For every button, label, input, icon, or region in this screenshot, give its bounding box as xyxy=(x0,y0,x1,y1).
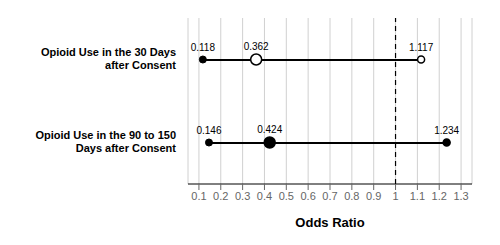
svg-text:0.424: 0.424 xyxy=(257,124,282,135)
svg-text:0.118: 0.118 xyxy=(191,42,216,53)
svg-text:0.3: 0.3 xyxy=(235,190,250,202)
svg-text:1.1: 1.1 xyxy=(410,190,425,202)
svg-text:1.117: 1.117 xyxy=(409,42,434,53)
svg-text:0.7: 0.7 xyxy=(322,190,337,202)
svg-text:Opioid Use in the 30 Daysafter: Opioid Use in the 30 Daysafter Consent xyxy=(41,46,176,71)
svg-text:0.8: 0.8 xyxy=(344,190,359,202)
svg-text:0.1: 0.1 xyxy=(191,190,206,202)
svg-text:0.2: 0.2 xyxy=(213,190,228,202)
svg-text:Opioid Use in the 90 to 150Day: Opioid Use in the 90 to 150Days after Co… xyxy=(35,129,176,154)
svg-text:1: 1 xyxy=(392,190,398,202)
svg-text:1.234: 1.234 xyxy=(434,125,459,136)
svg-text:0.362: 0.362 xyxy=(244,41,269,52)
svg-text:0.5: 0.5 xyxy=(279,190,294,202)
svg-text:0.9: 0.9 xyxy=(366,190,381,202)
svg-text:1.3: 1.3 xyxy=(453,190,468,202)
svg-text:Odds Ratio: Odds Ratio xyxy=(295,215,364,230)
svg-text:0.146: 0.146 xyxy=(196,125,221,136)
svg-text:1.2: 1.2 xyxy=(432,190,447,202)
svg-text:0.4: 0.4 xyxy=(257,190,272,202)
svg-text:0.6: 0.6 xyxy=(301,190,316,202)
